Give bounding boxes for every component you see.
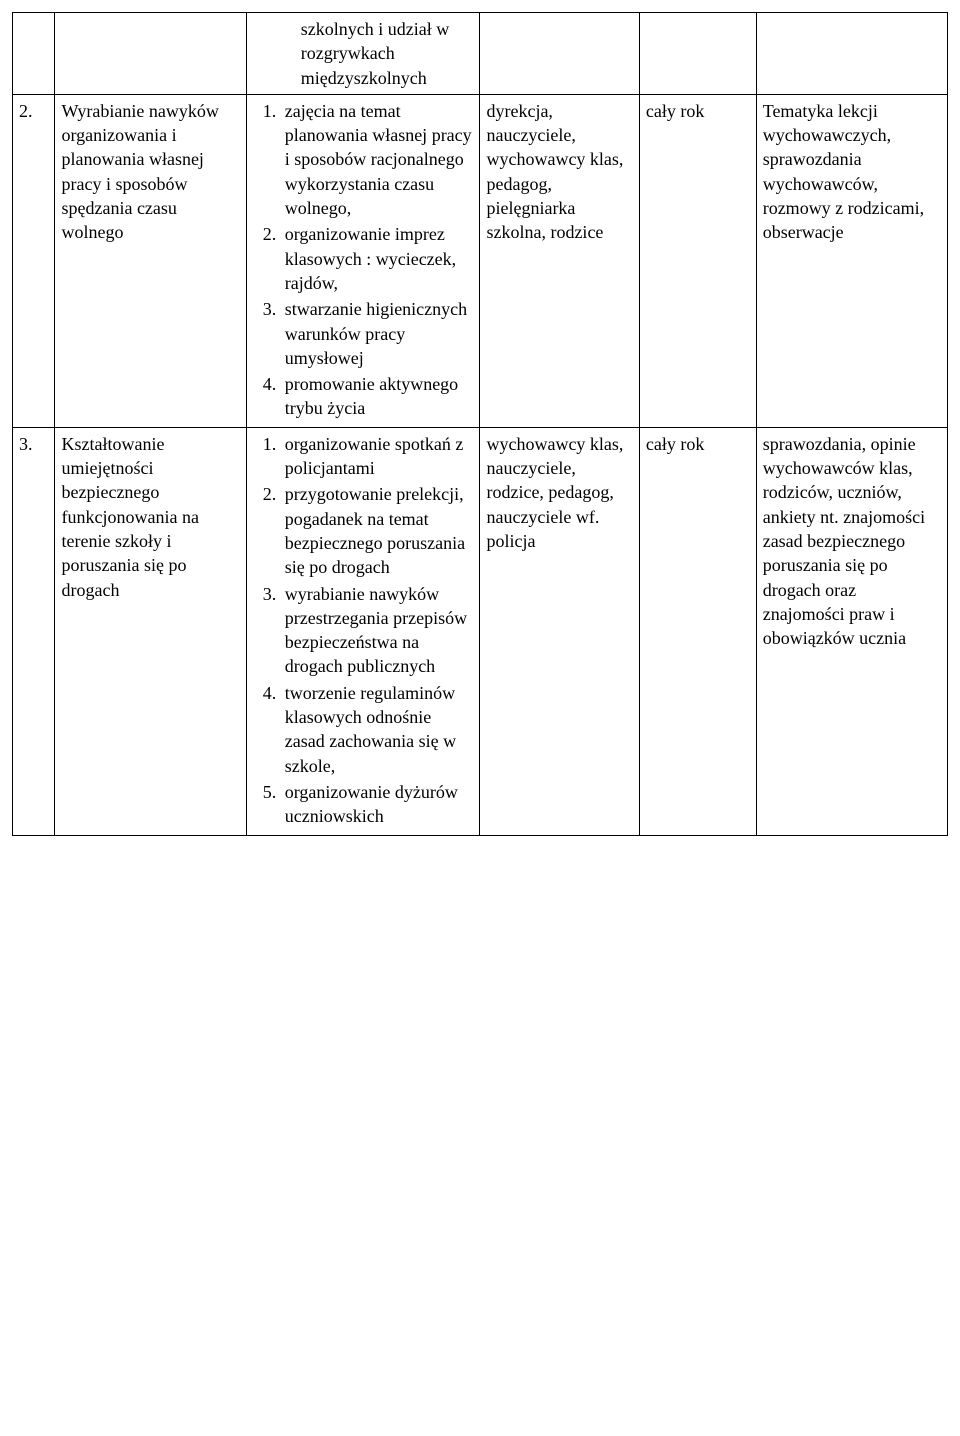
cell-responsible (480, 13, 639, 95)
cell-num: 3. (13, 427, 55, 835)
cell-term: cały rok (639, 94, 756, 427)
table-row: 2. Wyrabianie nawyków organizowania i pl… (13, 94, 948, 427)
cell-goal: Wyrabianie nawyków organizowania i plano… (55, 94, 246, 427)
plan-table: szkolnych i udział w rozgrywkach międzys… (12, 12, 948, 836)
activity-item: organizowanie imprez klasowych : wyciecz… (281, 222, 474, 295)
cell-responsible: wychowawcy klas, nauczyciele, rodzice, p… (480, 427, 639, 835)
cell-term: cały rok (639, 427, 756, 835)
cell-activities: organizowanie spotkań z policjantami prz… (246, 427, 480, 835)
table-row: 3. Kształtowanie umiejętności bezpieczne… (13, 427, 948, 835)
cell-evaluation (756, 13, 947, 95)
cell-num (13, 13, 55, 95)
cell-activities: szkolnych i udział w rozgrywkach międzys… (246, 13, 480, 95)
activity-item: organizowanie dyżurów uczniowskich (281, 780, 474, 829)
activity-item: organizowanie spotkań z policjantami (281, 432, 474, 481)
activity-item: przygotowanie prelekcji, pogadanek na te… (281, 482, 474, 579)
cell-activities: zajęcia na temat planowania własnej prac… (246, 94, 480, 427)
cell-goal: Kształtowanie umiejętności bezpiecznego … (55, 427, 246, 835)
activities-list: zajęcia na temat planowania własnej prac… (253, 99, 474, 421)
cell-term (639, 13, 756, 95)
activity-fragment: szkolnych i udział w rozgrywkach międzys… (253, 17, 474, 90)
activity-item: tworzenie regulaminów klasowych odnośnie… (281, 681, 474, 778)
activity-item: promowanie aktywnego trybu życia (281, 372, 474, 421)
cell-responsible: dyrekcja, nauczyciele, wychowawcy klas, … (480, 94, 639, 427)
table-row: szkolnych i udział w rozgrywkach międzys… (13, 13, 948, 95)
cell-evaluation: sprawozdania, opinie wychowawców klas, r… (756, 427, 947, 835)
activity-item: wyrabianie nawyków przestrzegania przepi… (281, 582, 474, 679)
activity-item: zajęcia na temat planowania własnej prac… (281, 99, 474, 220)
cell-goal (55, 13, 246, 95)
activities-list: organizowanie spotkań z policjantami prz… (253, 432, 474, 829)
cell-num: 2. (13, 94, 55, 427)
cell-evaluation: Tematyka lekcji wychowawczych, sprawozda… (756, 94, 947, 427)
activity-item: stwarzanie higienicznych warunków pracy … (281, 297, 474, 370)
